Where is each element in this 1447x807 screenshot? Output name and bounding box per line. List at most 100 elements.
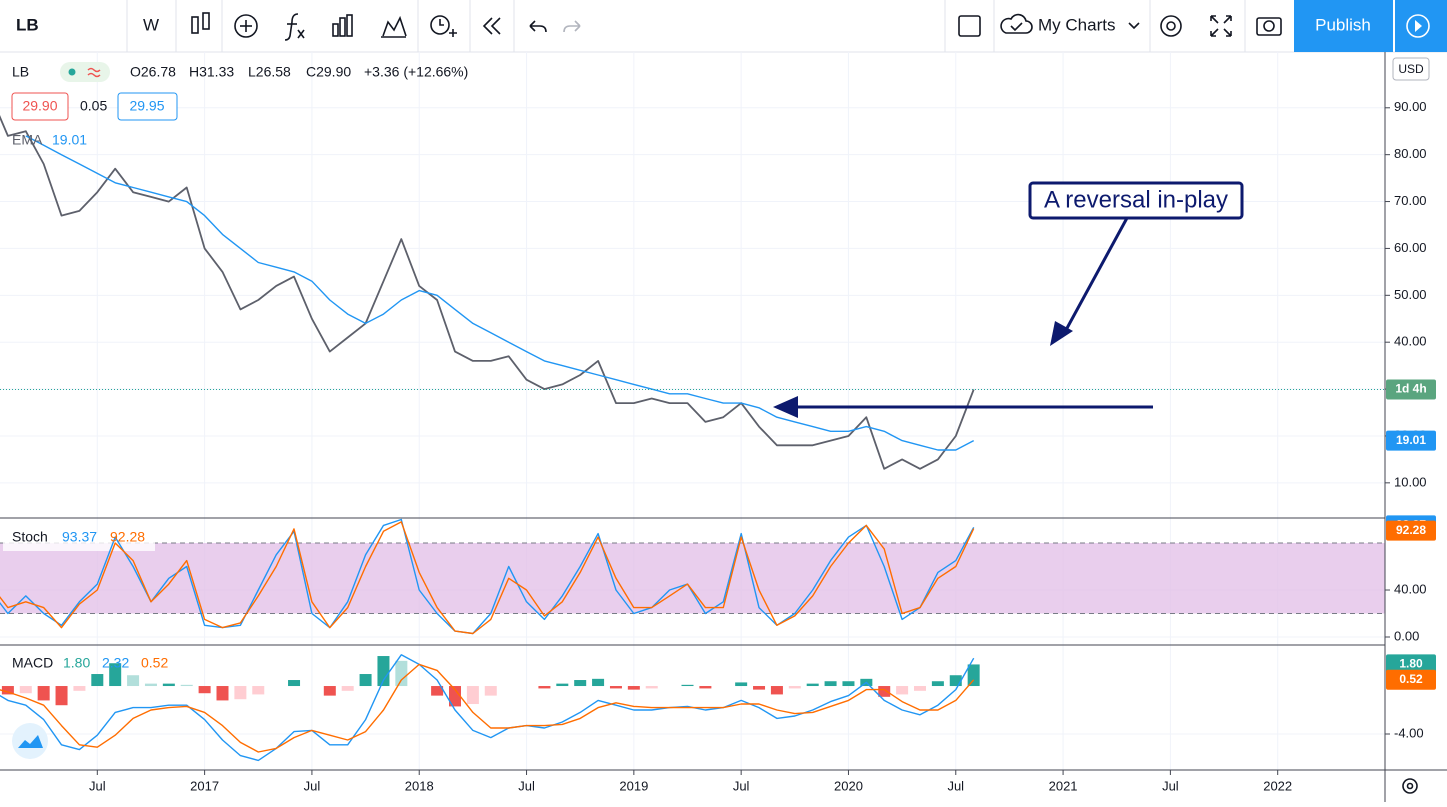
- legend-low: L26.58: [248, 64, 291, 80]
- legend-open: O26.78: [130, 64, 176, 80]
- x-tick-label: 2017: [190, 778, 219, 793]
- band-fill: [0, 543, 1385, 614]
- indicators-button[interactable]: [284, 13, 305, 41]
- histogram-bar: [91, 674, 104, 687]
- x-tick-label: Jul: [947, 778, 964, 793]
- publish-label[interactable]: Publish: [1315, 15, 1371, 34]
- legend-status: [60, 62, 110, 82]
- currency-badge[interactable]: [1392, 57, 1430, 81]
- histogram-bar: [449, 686, 461, 707]
- y-tick-label: 40.00: [1394, 334, 1427, 349]
- histogram-bar: [252, 686, 265, 695]
- annotation-text[interactable]: A reversal in-play: [1044, 186, 1228, 213]
- alert-button[interactable]: [430, 15, 457, 37]
- x-tick-label: 2018: [405, 778, 434, 793]
- y-tick-label: 70.00: [1394, 193, 1427, 208]
- y-tick-label: 40.00: [1394, 581, 1427, 596]
- stoch-k-value: 93.37: [62, 529, 97, 545]
- histogram-bar: [55, 686, 68, 706]
- horizontal-arrowhead: [773, 396, 798, 418]
- play-icon: [1406, 14, 1430, 38]
- financials-button[interactable]: [332, 14, 353, 37]
- status-wave: [87, 67, 101, 78]
- countdown-badge: [1386, 379, 1436, 400]
- histogram-bar: [842, 681, 855, 687]
- histogram-bar: [288, 680, 301, 687]
- fullscreen-toggle[interactable]: [958, 15, 981, 37]
- x-tick-label: Jul: [733, 778, 750, 793]
- histogram-bar: [806, 683, 819, 687]
- series-line: [0, 114, 975, 470]
- ask-box[interactable]: [117, 92, 178, 121]
- x-tick-label: 2019: [619, 778, 648, 793]
- histogram-bar: [753, 686, 766, 690]
- replay-button[interactable]: [482, 17, 501, 35]
- stoch-legend-bg: [3, 533, 155, 551]
- redo-button[interactable]: [563, 20, 581, 33]
- fullscreen-button[interactable]: [1210, 15, 1232, 37]
- x-tick-label: Jul: [1162, 778, 1179, 793]
- templates-button[interactable]: [381, 15, 407, 38]
- publish-button[interactable]: [1294, 0, 1393, 52]
- histogram-bar: [377, 656, 390, 687]
- snapshot-button[interactable]: [1256, 17, 1282, 36]
- countdown-label: 1d 4h: [1395, 382, 1426, 396]
- histogram-bar: [735, 682, 748, 687]
- plot-layer: [0, 114, 1385, 762]
- histogram-bar: [699, 686, 712, 689]
- bid-box[interactable]: [11, 92, 69, 121]
- compare-button[interactable]: [234, 14, 258, 38]
- histogram-bar: [574, 680, 587, 687]
- histogram-bar: [341, 686, 354, 691]
- histogram-bar: [127, 675, 140, 687]
- symbol-button[interactable]: LB: [16, 15, 39, 34]
- histogram-bar: [949, 675, 962, 687]
- ema-legend-value: 19.01: [52, 132, 87, 148]
- undo-button[interactable]: [529, 20, 547, 33]
- macd-legend-name: MACD: [12, 655, 53, 671]
- y-tick-label: 50.00: [1394, 287, 1427, 302]
- currency[interactable]: USD: [1398, 62, 1424, 76]
- histogram-bar: [162, 683, 175, 687]
- y-tick-label: 0.00: [1394, 628, 1419, 643]
- stoch-d-value: 92.28: [110, 529, 145, 545]
- axis-settings-button[interactable]: [1402, 778, 1418, 794]
- annotation-arrowhead: [1050, 321, 1073, 346]
- annotation-arrow: [1064, 217, 1129, 331]
- settings-button[interactable]: [1160, 15, 1182, 37]
- stoch-d-badge: [1386, 520, 1436, 541]
- layout-menu[interactable]: My Charts: [1038, 15, 1115, 34]
- macd-value: 2.32: [102, 655, 129, 671]
- histogram-bar: [144, 683, 157, 687]
- y-tick-label: 10.00: [1394, 474, 1427, 489]
- histogram-bar: [216, 686, 229, 701]
- macd-signal-label: 0.52: [1399, 672, 1423, 686]
- histogram-bar: [359, 674, 372, 687]
- histogram-bar: [431, 686, 444, 696]
- annotation-box[interactable]: [1028, 181, 1244, 220]
- series-line: [0, 521, 975, 635]
- y-tick-label: 90.00: [1394, 99, 1427, 114]
- stoch-d-label: 92.28: [1396, 523, 1426, 537]
- histogram-bar: [592, 678, 605, 687]
- status-dot: [68, 68, 76, 76]
- bid[interactable]: 29.90: [22, 98, 57, 114]
- spread: 0.05: [80, 98, 107, 114]
- y-tick-label: -4.00: [1394, 725, 1424, 740]
- logo-badge[interactable]: [12, 723, 48, 759]
- dropdown-caret[interactable]: [1128, 22, 1140, 30]
- series-line: [25, 135, 975, 451]
- macd-hist-badge: [1386, 654, 1436, 675]
- grid-layer: [0, 52, 1385, 770]
- histogram-bar: [556, 683, 569, 687]
- interval-button[interactable]: W: [143, 15, 159, 34]
- axes-layer: Jul 2017 Jul 2018 Jul 2019 Jul 2020 Jul 2021 Jul 20…: [89, 99, 1436, 793]
- macd-signal-value: 0.52: [141, 655, 168, 671]
- macd-signal-badge: [1386, 669, 1436, 690]
- ask[interactable]: 29.95: [129, 98, 164, 114]
- ema-legend-name: EMA: [12, 132, 43, 148]
- bar-style-button[interactable]: [191, 12, 210, 34]
- legend-close: C29.90: [306, 64, 351, 80]
- histogram-bar: [466, 686, 479, 705]
